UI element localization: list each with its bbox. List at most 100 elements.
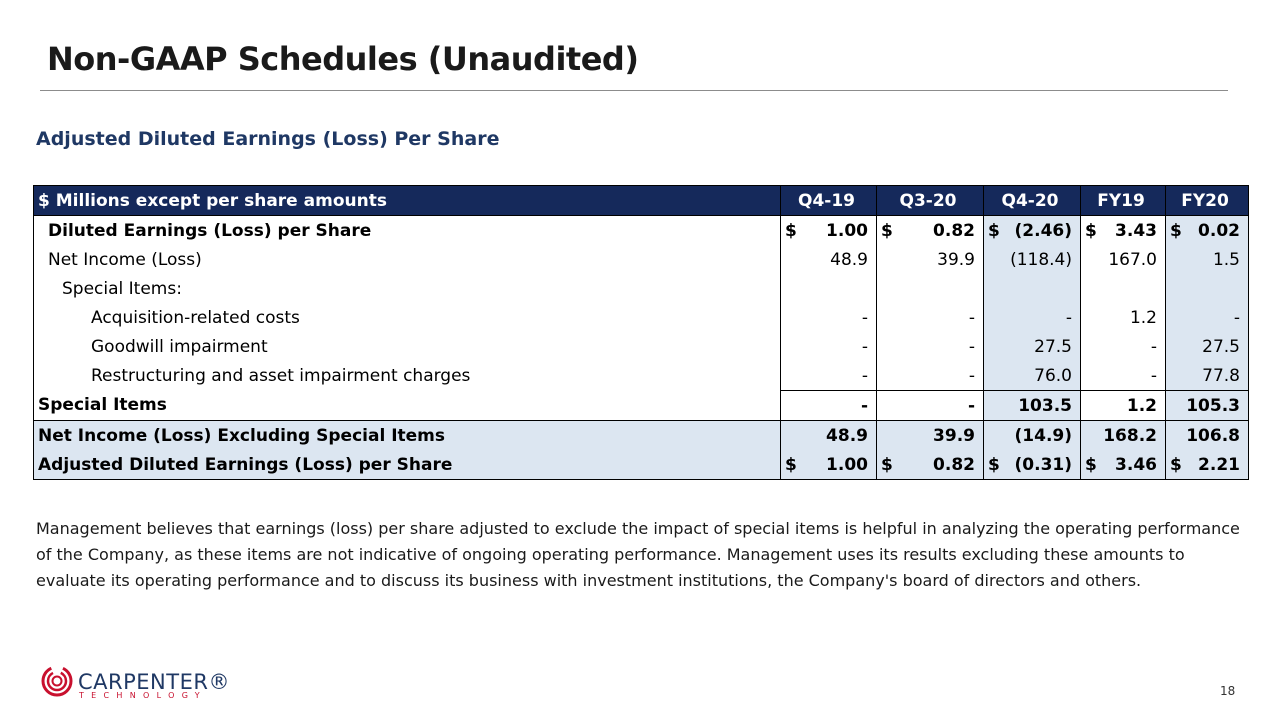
currency-wrap: $ (2.46) [988,221,1072,241]
currency-wrap: $0.02 [1170,221,1240,241]
currency-cell: $ (0.31) [983,450,1081,480]
value-cell: 1.2 [1080,390,1166,421]
currency-symbol: $ [881,454,893,475]
amount: 0.82 [933,454,975,475]
value-cell: - [780,303,877,332]
row-label: Special Items [33,390,781,421]
empty-cell [876,274,984,303]
currency-cell: $3.43 [1080,215,1166,245]
amount: 0.82 [933,220,975,241]
value-cell: 167.0 [1080,245,1166,274]
empty-cell [1080,274,1166,303]
value-cell: 76.0 [983,361,1081,391]
column-header: Q4-19 [780,185,877,216]
value-cell: 105.3 [1165,390,1249,421]
value-cell: 27.5 [983,332,1081,361]
value-cell: 39.9 [876,420,984,450]
value-cell: 48.9 [780,420,877,450]
table-row: Special Items: [33,274,1249,303]
amount: 3.46 [1115,454,1157,475]
value-cell: 103.5 [983,390,1081,421]
row-label: Diluted Earnings (Loss) per Share [33,215,781,245]
value-cell: - [876,303,984,332]
title: Non-GAAP Schedules (Unaudited) [47,40,639,78]
currency-wrap: $3.43 [1085,221,1157,241]
currency-symbol: $ [881,220,893,241]
amount: 1.00 [826,454,868,475]
currency-wrap: $ (0.31) [988,455,1072,475]
row-label: Adjusted Diluted Earnings (Loss) per Sha… [33,450,781,480]
currency-wrap: $3.46 [1085,455,1157,475]
row-label: Acquisition-related costs [33,303,781,332]
divider [40,90,1228,91]
value-cell: - [780,361,877,391]
table-row: Net Income (Loss) 48.9 39.9 (118.4) 167.0 1.5 [33,245,1249,274]
row-label: Net Income (Loss) Excluding Special Item… [33,420,781,450]
amount: 0.02 [1198,220,1240,241]
logo-text: CARPENTER® [78,670,230,694]
row-label: Special Items: [33,274,781,303]
amount: 2.21 [1198,454,1240,475]
table-row: Acquisition-related costs - - -1.2- [33,303,1249,332]
currency-symbol: $ [1170,220,1182,241]
table-row: Net Income (Loss) Excluding Special Item… [33,420,1249,450]
table-row: Restructuring and asset impairment charg… [33,361,1249,391]
currency-wrap: $0.82 [881,455,975,475]
table-row: Special Items - -103.5 1.2 105.3 [33,390,1249,421]
empty-cell [780,274,877,303]
table-row: Diluted Earnings (Loss) per Share $1.00 $0… [33,215,1249,245]
column-header: FY19 [1080,185,1166,216]
empty-cell [983,274,1081,303]
currency-symbol: $ [1085,220,1097,241]
empty-cell [1165,274,1249,303]
value-cell: (14.9) [983,420,1081,450]
currency-symbol: $ [785,220,797,241]
currency-cell: $0.82 [876,450,984,480]
value-cell: - [1080,361,1166,391]
value-cell: 168.2 [1080,420,1166,450]
value-cell: - [1080,332,1166,361]
row-label: Net Income (Loss) [33,245,781,274]
value-cell: 77.8 [1165,361,1249,391]
value-cell: 27.5 [1165,332,1249,361]
note: Management believes that earnings (loss)… [36,519,1240,590]
value-cell: - [1165,303,1249,332]
currency-cell: $1.00 [780,450,877,480]
column-header: FY20 [1165,185,1249,216]
currency-cell: $3.46 [1080,450,1166,480]
value-cell: - [876,332,984,361]
value-cell: - [780,332,877,361]
value-cell: - [983,303,1081,332]
value-cell: - [780,390,877,421]
currency-symbol: $ [785,454,797,475]
subtitle: Adjusted Diluted Earnings (Loss) Per Sha… [36,128,500,150]
row-label: Goodwill impairment [33,332,781,361]
page-number: 18 [1220,684,1236,698]
value-cell: - [876,361,984,391]
column-header: Q3-20 [876,185,984,216]
amount: (0.31) [1014,454,1072,475]
header-row: $ Millions except per share amounts Q4-19… [33,185,1249,216]
currency-cell: $2.21 [1165,450,1249,480]
logo-mark [41,665,73,697]
column-header: $ Millions except per share amounts [33,185,781,216]
currency-cell: $ (2.46) [983,215,1081,245]
currency-wrap: $0.82 [881,221,975,241]
currency-cell: $1.00 [780,215,877,245]
value-cell: 106.8 [1165,420,1249,450]
currency-cell: $0.02 [1165,215,1249,245]
amount: 3.43 [1115,220,1157,241]
currency-wrap: $2.21 [1170,455,1240,475]
table-row: Goodwill impairment - -27.5-27.5 [33,332,1249,361]
table-body: Diluted Earnings (Loss) per Share $1.00 $0… [33,215,1249,480]
currency-cell: $0.82 [876,215,984,245]
table-row: Adjusted Diluted Earnings (Loss) per Sha… [33,450,1249,480]
table: $ Millions except per share amounts Q4-19… [33,185,1249,480]
currency-symbol: $ [1085,454,1097,475]
value-cell: 1.5 [1165,245,1249,274]
column-header: Q4-20 [983,185,1081,216]
value-cell: 48.9 [780,245,877,274]
currency-symbol: $ [988,454,1000,475]
row-label: Restructuring and asset impairment charg… [33,361,781,391]
logo-subtext: TECHNOLOGY [79,691,207,700]
